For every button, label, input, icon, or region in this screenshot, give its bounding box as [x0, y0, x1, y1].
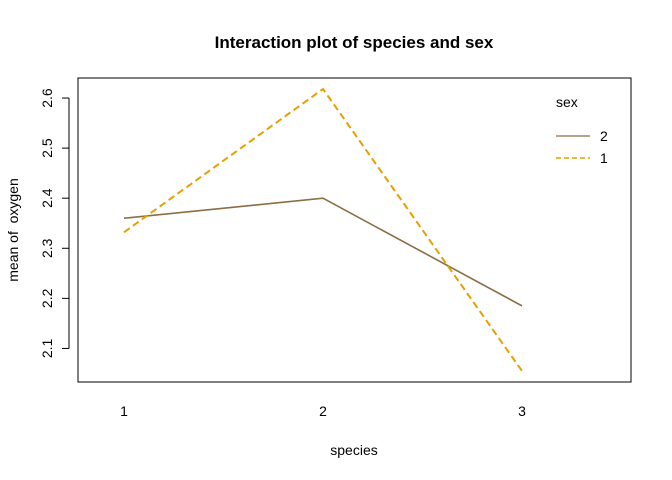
series-layer — [123, 87, 523, 372]
legend-label-1: 1 — [600, 150, 608, 166]
legend-title: sex — [556, 94, 578, 110]
x-axis: 1 2 3 — [120, 403, 526, 419]
legend-label-2: 2 — [600, 128, 608, 144]
x-tick-label: 1 — [120, 403, 128, 419]
x-axis-label: species — [330, 442, 377, 458]
y-tick-label: 2.2 — [39, 288, 55, 308]
x-tick-label: 3 — [518, 403, 526, 419]
series-line-sex-1 — [123, 87, 523, 372]
y-axis-label: mean of oxygen — [5, 178, 21, 282]
plot-frame — [77, 77, 632, 383]
y-tick-label: 2.6 — [39, 88, 55, 108]
series-line-sex-2 — [123, 197, 523, 307]
legend: sex 2 1 — [556, 94, 608, 166]
chart-title: Interaction plot of species and sex — [215, 33, 494, 52]
x-tick-label: 2 — [319, 403, 327, 419]
y-tick-label: 2.5 — [39, 138, 55, 158]
y-tick-label: 2.3 — [39, 238, 55, 258]
y-tick-label: 2.4 — [39, 188, 55, 208]
y-tick-label: 2.1 — [39, 339, 55, 359]
y-axis: 2.1 2.2 2.3 2.4 2.5 2.6 — [39, 88, 70, 359]
